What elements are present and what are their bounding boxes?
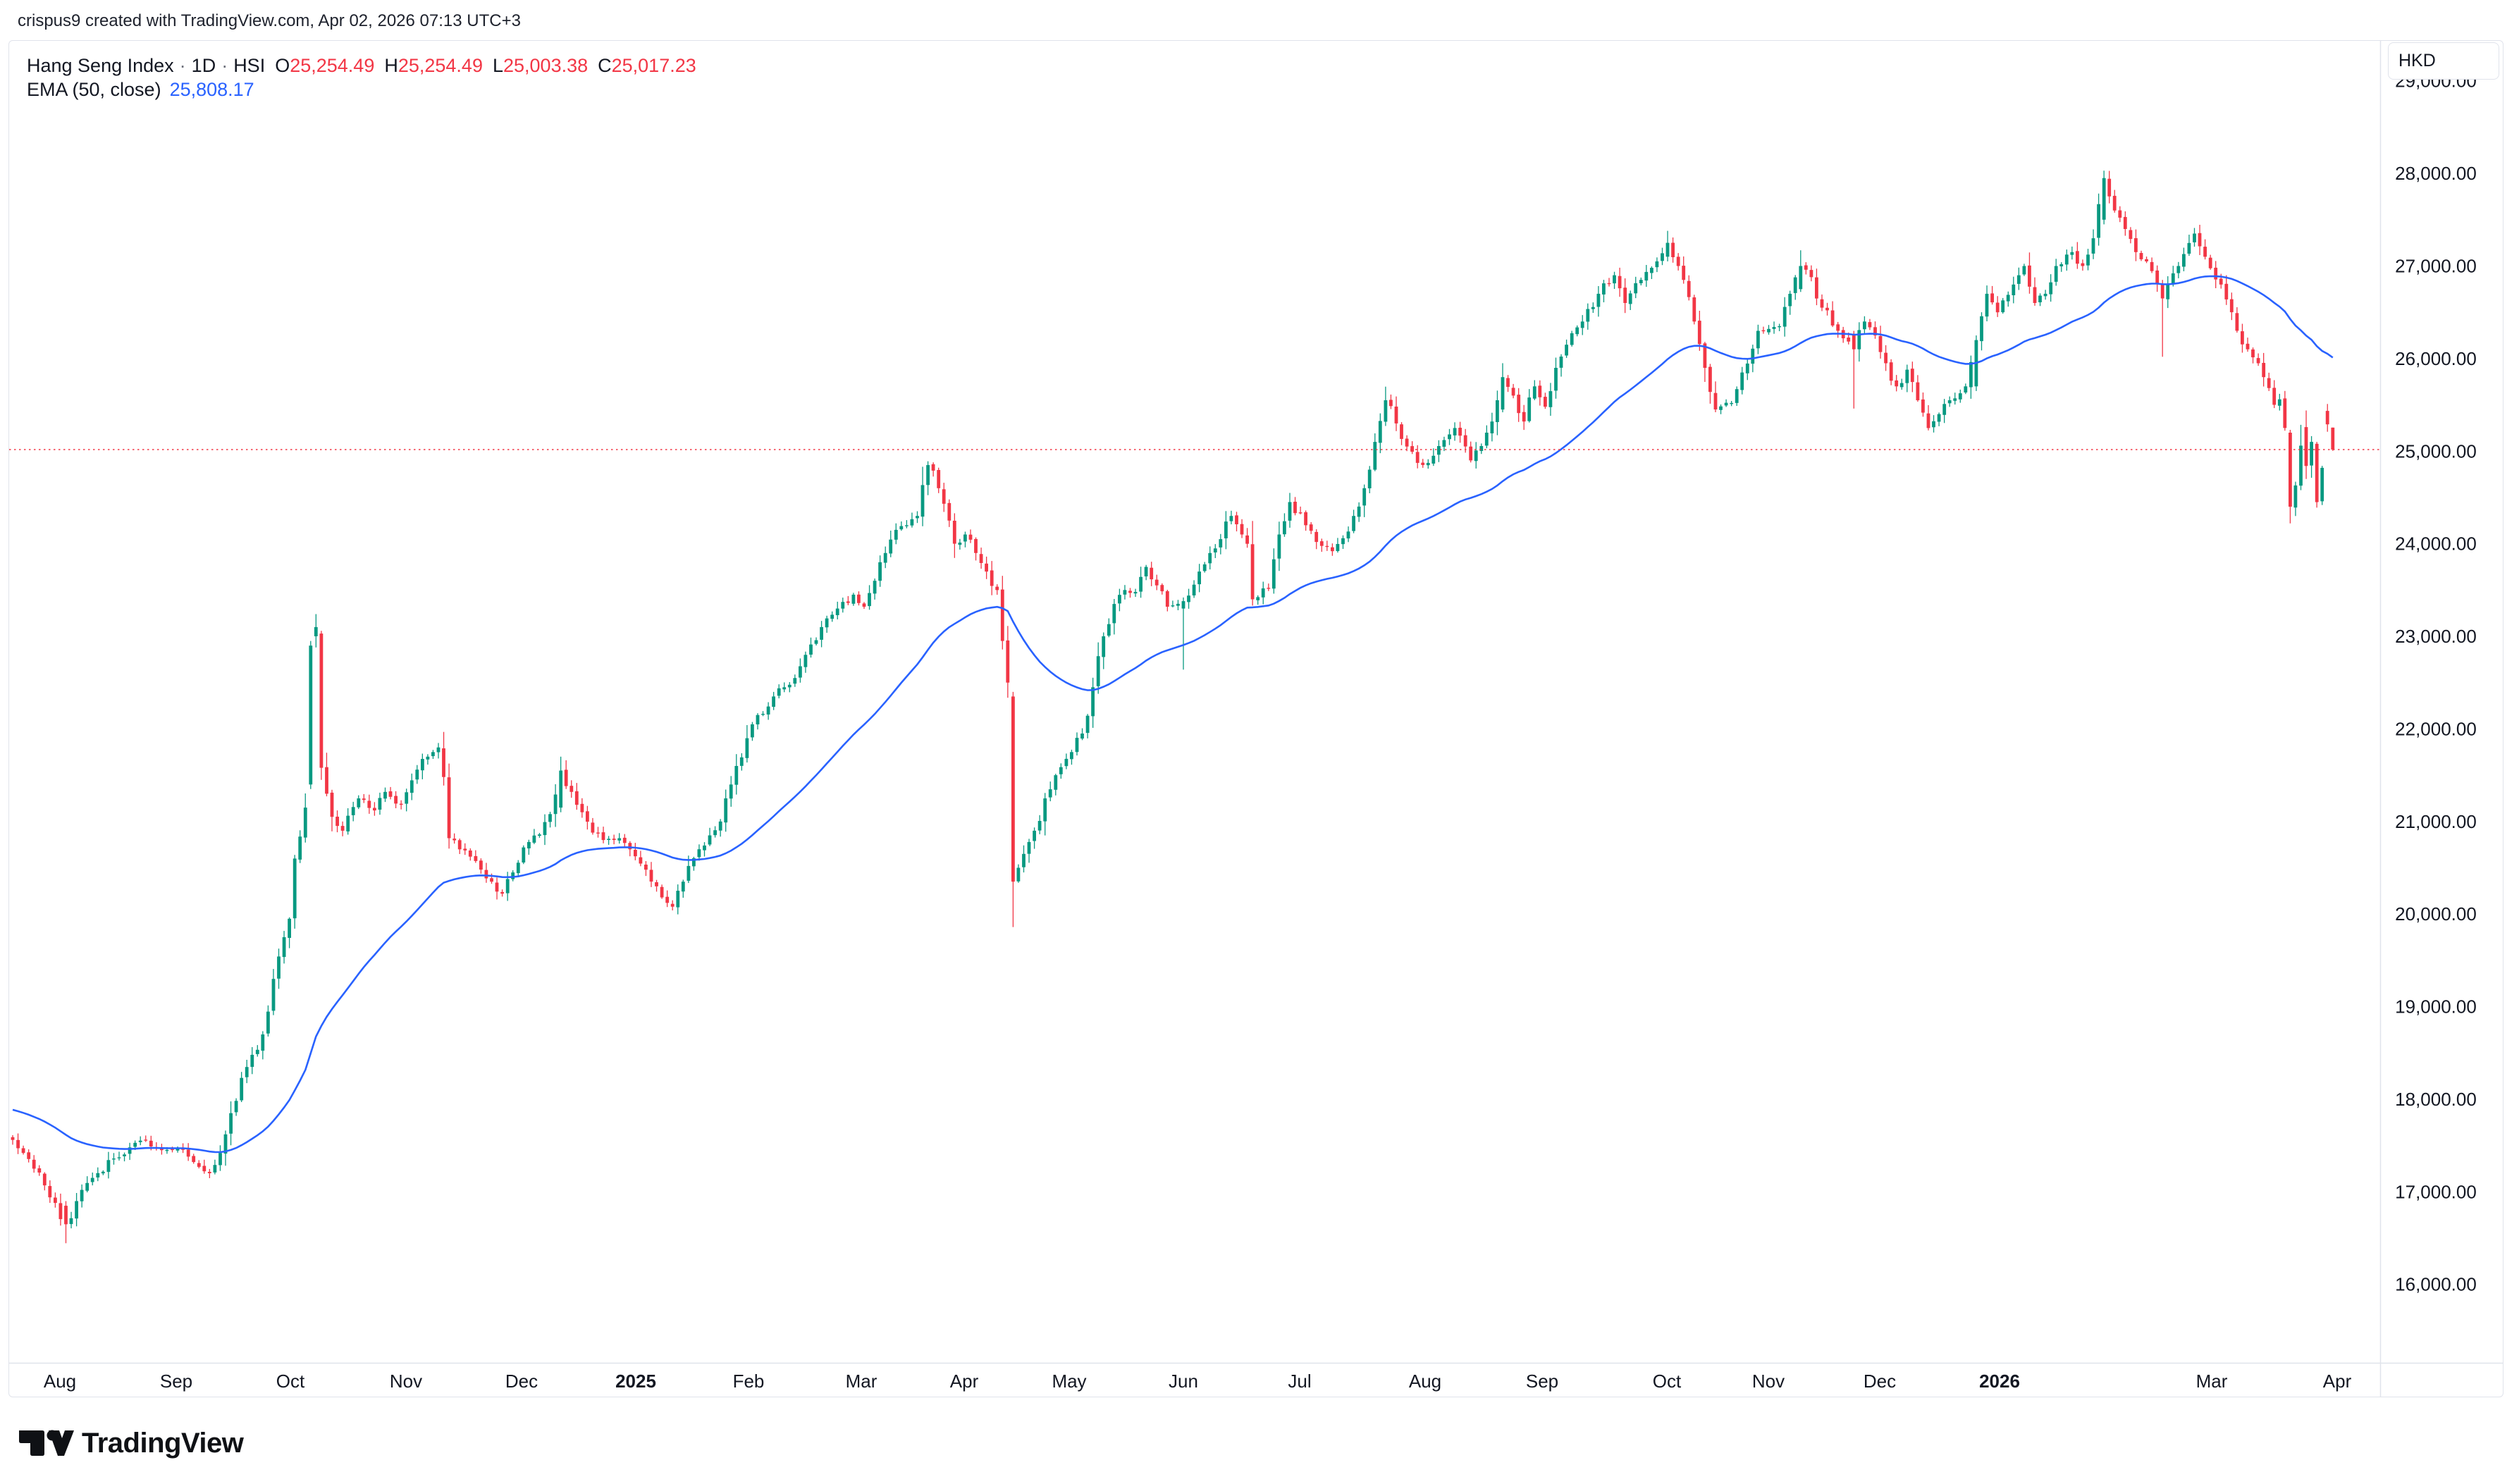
time-axis-label: Oct [1653,1371,1682,1392]
time-axis[interactable]: Aug Sep Oct Nov Dec 2025 Feb Mar Apr May Jun Jul Aug… [44,1371,2352,1392]
close-label: C [598,55,612,76]
attribution-text: crispus9 created with TradingView.com, A… [18,11,521,30]
time-axis-label: Nov [390,1371,422,1392]
time-axis-label: Aug [44,1371,76,1392]
time-axis-label: Oct [276,1371,305,1392]
time-axis-label: Nov [1752,1371,1785,1392]
price-axis-label: 23,000.00 [2395,626,2477,647]
time-axis-label: Apr [2323,1371,2352,1392]
ema-value: 25,808.17 [169,79,254,100]
price-axis-label: 18,000.00 [2395,1089,2477,1110]
price-axis-label: 21,000.00 [2395,811,2477,832]
symbol-ticker: HSI [233,55,266,76]
time-axis-label: Dec [505,1371,538,1392]
open-label: O [275,55,290,76]
time-axis-label: 2025 [615,1371,656,1392]
time-axis-label: Feb [733,1371,765,1392]
time-axis-label: 2026 [1979,1371,2020,1392]
time-axis-label: Jun [1169,1371,1198,1392]
price-axis-label: 28,000.00 [2395,163,2477,184]
time-axis-label: Apr [950,1371,979,1392]
price-axis-label: 16,000.00 [2395,1274,2477,1295]
low-value: 25,003.38 [503,55,589,76]
symbol-title: Hang Seng Index [27,55,174,76]
price-axis-label: 22,000.00 [2395,718,2477,739]
price-axis-label: 19,000.00 [2395,996,2477,1018]
currency-label: HKD [2398,51,2436,70]
price-axis-label: 25,000.00 [2395,440,2477,462]
ema-line [12,275,2334,1154]
tradingview-wordmark: TradingView [82,1427,244,1459]
symbol-timeframe: 1D [191,55,216,76]
price-axis-label: 24,000.00 [2395,533,2477,555]
time-axis-label: Mar [846,1371,877,1392]
high-value: 25,254.49 [398,55,483,76]
candles-layer [11,171,2335,1244]
time-axis-label: Dec [1864,1371,1896,1392]
time-axis-label: Sep [160,1371,192,1392]
price-axis-label: 26,000.00 [2395,348,2477,369]
ema-label: EMA (50, close) [27,79,161,100]
price-axis[interactable]: 29,000.0028,000.0027,000.0026,000.0025,0… [2395,70,2477,1295]
time-axis-label: May [1052,1371,1086,1392]
low-label: L [492,55,503,76]
time-axis-label: Jul [1288,1371,1311,1392]
price-axis-label: 17,000.00 [2395,1181,2477,1202]
separator: · [179,55,186,76]
chart-legend: Hang Seng Index · 1D · HSI O25,254.49 H25,254.… [27,54,696,101]
high-label: H [384,55,398,76]
tradingview-logo-icon [19,1430,74,1456]
price-axis-label: 20,000.00 [2395,903,2477,925]
time-axis-label: Aug [1409,1371,1441,1392]
legend-ema-row[interactable]: EMA (50, close) 25,808.17 [27,78,696,101]
separator: · [221,55,228,76]
legend-symbol-row[interactable]: Hang Seng Index · 1D · HSI O25,254.49 H25,254.… [27,54,696,78]
tradingview-logo[interactable]: TradingView [17,1425,244,1461]
time-axis-label: Sep [1526,1371,1558,1392]
currency-badge[interactable]: HKD [2388,42,2499,80]
time-axis-label: Mar [2196,1371,2228,1392]
open-value: 25,254.49 [290,55,375,76]
close-value: 25,017.23 [611,55,696,76]
price-axis-label: 27,000.00 [2395,256,2477,277]
